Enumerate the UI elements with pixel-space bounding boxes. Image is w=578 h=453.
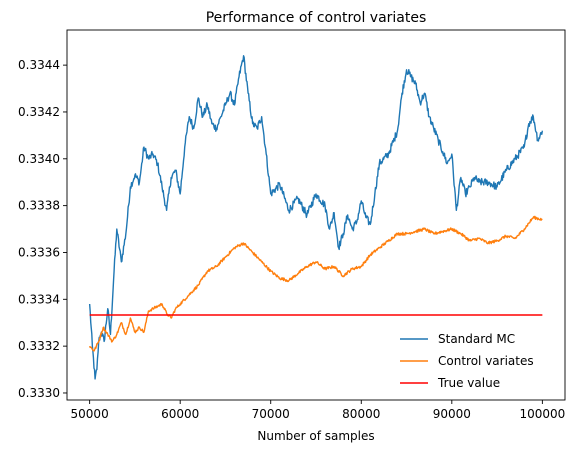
x-tick-label: 100000 — [519, 407, 565, 421]
y-tick-label: 0.3342 — [18, 105, 60, 119]
legend: Standard MC Control variates True value — [400, 332, 534, 390]
legend-label: Control variates — [438, 354, 534, 368]
y-tick-label: 0.3336 — [18, 245, 60, 259]
x-tick-label: 70000 — [252, 407, 290, 421]
series-line-1 — [88, 55, 544, 380]
y-axis: 0.3330 0.3332 0.3334 0.3336 0.3338 0.3340 0.33… — [18, 58, 67, 400]
x-axis-label: Number of samples — [257, 429, 374, 443]
plot-frame — [66, 29, 566, 401]
x-tick-label: 60000 — [161, 407, 199, 421]
legend-label: True value — [437, 376, 500, 390]
y-tick-label: 0.3330 — [18, 386, 60, 400]
x-axis: 50000 60000 70000 80000 90000 100000 — [71, 400, 565, 421]
series-line-2 — [88, 215, 543, 352]
x-tick-label: 80000 — [342, 407, 380, 421]
y-tick-label: 0.3338 — [18, 199, 60, 213]
chart-title: Performance of control variates — [206, 10, 427, 26]
x-tick-label: 50000 — [71, 407, 109, 421]
y-tick-label: 0.3332 — [18, 339, 60, 353]
series-layer — [88, 55, 544, 380]
y-tick-label: 0.3334 — [18, 292, 60, 306]
legend-label: Standard MC — [438, 332, 515, 346]
y-tick-label: 0.3340 — [18, 152, 60, 166]
y-tick-label: 0.3344 — [18, 58, 60, 72]
x-tick-label: 90000 — [433, 407, 471, 421]
